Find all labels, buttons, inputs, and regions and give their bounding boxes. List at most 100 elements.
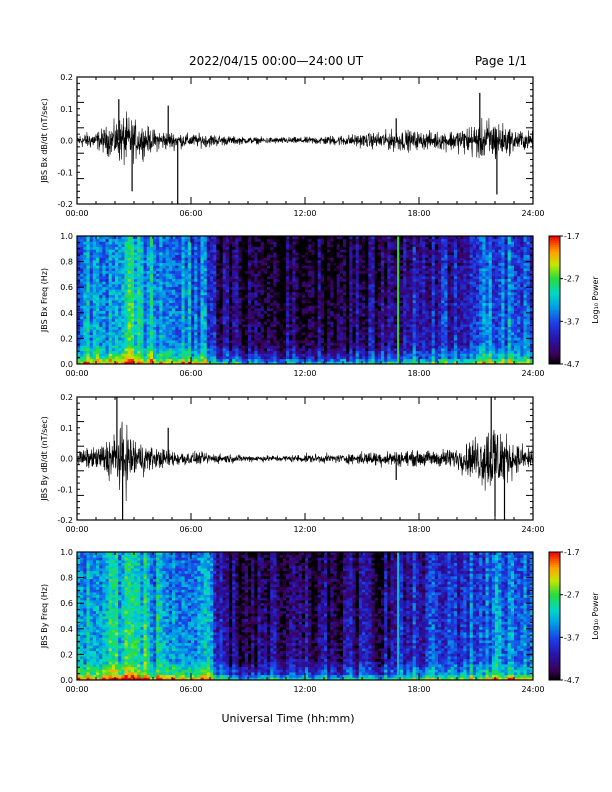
spectrogram-cell	[181, 289, 186, 293]
spectrogram-cell	[295, 292, 300, 296]
spectrogram-cell	[352, 361, 357, 365]
spectrogram-cell	[270, 337, 274, 341]
spectrogram-cell	[333, 286, 338, 290]
spectrogram-cell	[86, 337, 91, 341]
spectrogram-cell	[172, 361, 176, 365]
spectrogram-cell	[333, 342, 338, 346]
spectrogram-cell	[99, 252, 103, 256]
spectrogram-cell	[292, 276, 296, 280]
spectrogram-cell	[295, 334, 300, 338]
spectrogram-cell	[210, 257, 214, 261]
spectrogram-cell	[381, 252, 385, 256]
spectrogram-cell	[168, 246, 173, 250]
spectrogram-cell	[77, 326, 81, 330]
spectrogram-cell	[346, 358, 350, 362]
spectrogram-cell	[191, 297, 195, 301]
spectrogram-cell	[168, 305, 173, 309]
spectrogram-cell	[89, 257, 94, 261]
spectrogram-cell	[276, 246, 281, 250]
spectrogram-cell	[343, 337, 347, 341]
spectrogram-cell	[374, 273, 379, 277]
spectrogram-cell	[156, 356, 160, 360]
spectrogram-cell	[203, 268, 208, 272]
spectrogram-cell	[327, 292, 331, 296]
spectrogram-cell	[241, 350, 246, 354]
spectrogram-cell	[336, 297, 341, 301]
spectrogram-cell	[206, 289, 211, 293]
spectrogram-cell	[390, 324, 395, 328]
spectrogram-cell	[311, 241, 315, 245]
spectrogram-cell	[295, 358, 300, 362]
spectrogram-cell	[172, 241, 176, 245]
spectrogram-cell	[330, 334, 334, 338]
spectrogram-cell	[159, 281, 163, 285]
spectrogram-cell	[333, 308, 338, 312]
spectrogram-cell	[175, 361, 179, 365]
spectrogram-cell	[124, 353, 129, 357]
spectrogram-cell	[390, 302, 395, 306]
spectrogram-cell	[333, 316, 338, 320]
spectrogram-cell	[232, 334, 236, 338]
spectrogram-cell	[362, 348, 366, 352]
spectrogram-cell	[384, 238, 388, 242]
spectrogram-cell	[257, 265, 262, 269]
spectrogram-cell	[336, 342, 341, 346]
spectrogram-cell	[251, 281, 255, 285]
spectrogram-cell	[115, 302, 119, 306]
spectrogram-cell	[83, 294, 87, 298]
spectrogram-cell	[327, 286, 331, 290]
spectrogram-cell	[229, 294, 233, 298]
spectrogram-cell	[146, 257, 151, 261]
spectrogram-cell	[270, 265, 274, 269]
spectrogram-cell	[102, 294, 106, 298]
spectrogram-cell	[159, 332, 163, 336]
spectrogram-cell	[311, 278, 315, 282]
spectrogram-cell	[206, 345, 211, 349]
spectrogram-cell	[286, 294, 290, 298]
spectrogram-cell	[191, 324, 195, 328]
spectrogram-cell	[305, 342, 309, 346]
spectrogram-cell	[225, 244, 230, 248]
spectrogram-cell	[197, 329, 201, 333]
spectrogram-cell	[203, 334, 208, 338]
spectrogram-cell	[194, 313, 198, 317]
spectrogram-cell	[339, 342, 344, 346]
spectrogram-cell	[267, 270, 271, 274]
spectrogram-cell	[320, 345, 325, 349]
spectrogram-cell	[121, 273, 125, 277]
spectrogram-cell	[143, 257, 148, 261]
spectrogram-cell	[238, 268, 243, 272]
spectrogram-cell	[387, 289, 391, 293]
spectrogram-cell	[346, 265, 350, 269]
spectrogram-cell	[301, 244, 306, 248]
spectrogram-cell	[213, 358, 217, 362]
spectrogram-cell	[134, 246, 138, 250]
spectrogram-cell	[96, 270, 100, 274]
spectrogram-cell	[362, 310, 366, 314]
spectrogram-cell	[143, 276, 148, 280]
spectrogram-cell	[286, 265, 290, 269]
spectrogram-cell	[352, 244, 357, 248]
spectrogram-cell	[368, 252, 372, 256]
spectrogram-cell	[390, 340, 395, 344]
spectrogram-cell	[216, 308, 220, 312]
spectrogram-cell	[248, 246, 252, 250]
spectrogram-cell	[238, 361, 243, 365]
spectrogram-cell	[108, 297, 113, 301]
spectrogram-cell	[358, 358, 363, 362]
spectrogram-cell	[251, 276, 255, 280]
spectrogram-cell	[175, 236, 179, 240]
spectrogram-cell	[384, 329, 388, 333]
spectrogram-cell	[108, 286, 113, 290]
spectrogram-cell	[80, 302, 84, 306]
spectrogram-cell	[308, 361, 312, 365]
spectrogram-cell	[282, 265, 287, 269]
spectrogram-cell	[276, 292, 281, 296]
spectrogram-cell	[339, 310, 344, 314]
spectrogram-cell	[216, 297, 220, 301]
spectrogram-cell	[203, 294, 208, 298]
spectrogram-cell	[108, 281, 113, 285]
spectrogram-cell	[324, 260, 328, 264]
spectrogram-cell	[124, 358, 129, 362]
spectrogram-cell	[140, 321, 144, 325]
